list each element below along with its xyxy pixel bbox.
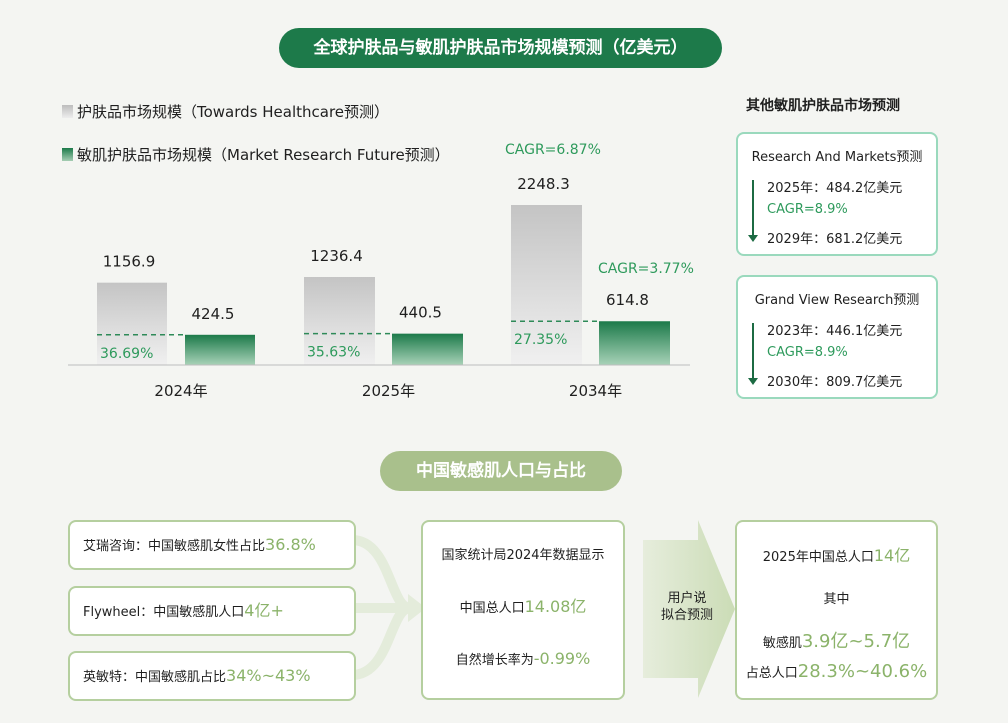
forecast-cagr: CAGR=8.9% bbox=[767, 202, 848, 217]
forecast-box-ram: Research And Markets预测 2025年：484.2亿美元 CA… bbox=[736, 132, 938, 256]
cagr-label-skincare: CAGR=6.87% bbox=[505, 142, 601, 158]
forecast-box-gvr: Grand View Research预测 2023年：446.1亿美元 CAG… bbox=[736, 275, 938, 399]
result-sensitive: 敏感肌3.9亿~5.7亿 bbox=[737, 627, 936, 653]
source-box-mintel: 英敏特：中国敏感肌占比34%~43% bbox=[68, 651, 356, 701]
result-total-label: 2025年中国总人口 bbox=[762, 550, 874, 565]
legend-label-sensitive: 敏肌护肤品市场规模（Market Research Future预测） bbox=[77, 146, 450, 164]
down-arrow-icon bbox=[748, 235, 758, 242]
legend-item-sensitive: 敏肌护肤品市场规模（Market Research Future预测） bbox=[62, 144, 450, 165]
category-label: 2034年 bbox=[569, 382, 622, 400]
legend-label-skincare: 护肤品市场规模（Towards Healthcare预测） bbox=[77, 103, 390, 121]
result-box: 2025年中国总人口14亿 其中 敏感肌3.9亿~5.7亿 占总人口28.3%~… bbox=[735, 520, 938, 700]
share-label: 35.63% bbox=[307, 345, 360, 361]
legend-swatch-green bbox=[62, 148, 73, 161]
value-label-skincare: 2248.3 bbox=[517, 175, 570, 193]
source-label: Flywheel：中国敏感肌人口 bbox=[83, 605, 245, 620]
stats-growth: 自然增长率为-0.99% bbox=[423, 649, 623, 668]
bar-sensitive bbox=[392, 333, 463, 365]
bar-skincare bbox=[304, 277, 375, 365]
value-label-skincare: 1236.4 bbox=[310, 247, 363, 265]
stats-pop-value: 14.08亿 bbox=[524, 597, 587, 616]
share-label: 36.69% bbox=[100, 346, 153, 362]
forecast-line-start: 2025年：484.2亿美元 bbox=[767, 181, 903, 196]
forecast-line-start: 2023年：446.1亿美元 bbox=[767, 324, 903, 339]
source-label: 英敏特：中国敏感肌占比 bbox=[83, 670, 227, 685]
chart-title-banner: 全球护肤品与敏肌护肤品市场规模预测（亿美元） bbox=[279, 28, 722, 68]
forecast-line-end: 2029年：681.2亿美元 bbox=[767, 232, 903, 247]
arrow-line bbox=[752, 180, 754, 237]
result-share-value: 28.3%~40.6% bbox=[797, 661, 928, 682]
legend-item-skincare: 护肤品市场规模（Towards Healthcare预测） bbox=[62, 101, 389, 122]
category-label: 2024年 bbox=[154, 382, 207, 400]
arrow-line bbox=[752, 323, 754, 380]
forecast-arrow-label: 用户说 拟合预测 bbox=[660, 591, 713, 623]
value-label-sensitive: 424.5 bbox=[192, 305, 235, 323]
value-label-skincare: 1156.9 bbox=[103, 253, 156, 271]
side-title: 其他敏肌护肤品市场预测 bbox=[746, 98, 900, 114]
bar-skincare bbox=[511, 205, 582, 365]
forecast-box-title: Research And Markets预测 bbox=[751, 150, 923, 165]
forecast-box-title: Grand View Research预测 bbox=[754, 293, 920, 308]
stats-growth-value: -0.99% bbox=[533, 649, 591, 668]
legend-swatch-gray bbox=[62, 105, 73, 118]
category-label: 2025年 bbox=[362, 382, 415, 400]
bar-sensitive bbox=[185, 334, 255, 365]
stats-growth-label: 自然增长率为 bbox=[455, 653, 534, 668]
forecast-arrow-icon bbox=[643, 520, 735, 698]
stats-pop-label: 中国总人口 bbox=[459, 601, 525, 616]
result-total: 2025年中国总人口14亿 bbox=[737, 542, 936, 566]
result-total-value: 14亿 bbox=[873, 546, 911, 565]
source-value: 4亿+ bbox=[244, 601, 284, 620]
result-sensitive-label: 敏感肌 bbox=[762, 636, 802, 651]
bar-skincare bbox=[97, 282, 167, 365]
forecast-line-end: 2030年：809.7亿美元 bbox=[767, 375, 903, 390]
down-arrow-icon bbox=[748, 378, 758, 385]
value-label-sensitive: 614.8 bbox=[606, 291, 649, 309]
stats-title: 国家统计局2024年数据显示 bbox=[441, 548, 605, 563]
result-share: 占总人口28.3%~40.6% bbox=[737, 661, 936, 682]
result-sensitive-value: 3.9亿~5.7亿 bbox=[801, 631, 911, 652]
source-value: 36.8% bbox=[265, 535, 316, 554]
merge-connector bbox=[351, 535, 426, 680]
result-among: 其中 bbox=[823, 592, 850, 607]
source-box-iresearch: 艾瑞咨询：中国敏感肌女性占比36.8% bbox=[68, 520, 356, 570]
bar-sensitive bbox=[599, 321, 670, 365]
source-label: 艾瑞咨询：中国敏感肌女性占比 bbox=[83, 539, 266, 554]
bar-chart: 1156.9 424.5 36.69% 2024年 1236.4 440.5 35.63% 2… bbox=[68, 175, 690, 400]
forecast-cagr: CAGR=8.9% bbox=[767, 345, 848, 360]
value-label-sensitive: 440.5 bbox=[399, 304, 442, 322]
result-share-label: 占总人口 bbox=[745, 666, 798, 681]
share-label: 27.35% bbox=[514, 332, 567, 348]
china-section-title: 中国敏感肌人口与占比 bbox=[380, 451, 622, 491]
source-box-flywheel: Flywheel：中国敏感肌人口4亿+ bbox=[68, 586, 356, 636]
stats-box: 国家统计局2024年数据显示 中国总人口14.08亿 自然增长率为-0.99% bbox=[421, 520, 625, 700]
source-value: 34%~43% bbox=[226, 666, 311, 685]
stats-population: 中国总人口14.08亿 bbox=[423, 593, 623, 617]
cagr-label-sensitive: CAGR=3.77% bbox=[598, 261, 694, 277]
